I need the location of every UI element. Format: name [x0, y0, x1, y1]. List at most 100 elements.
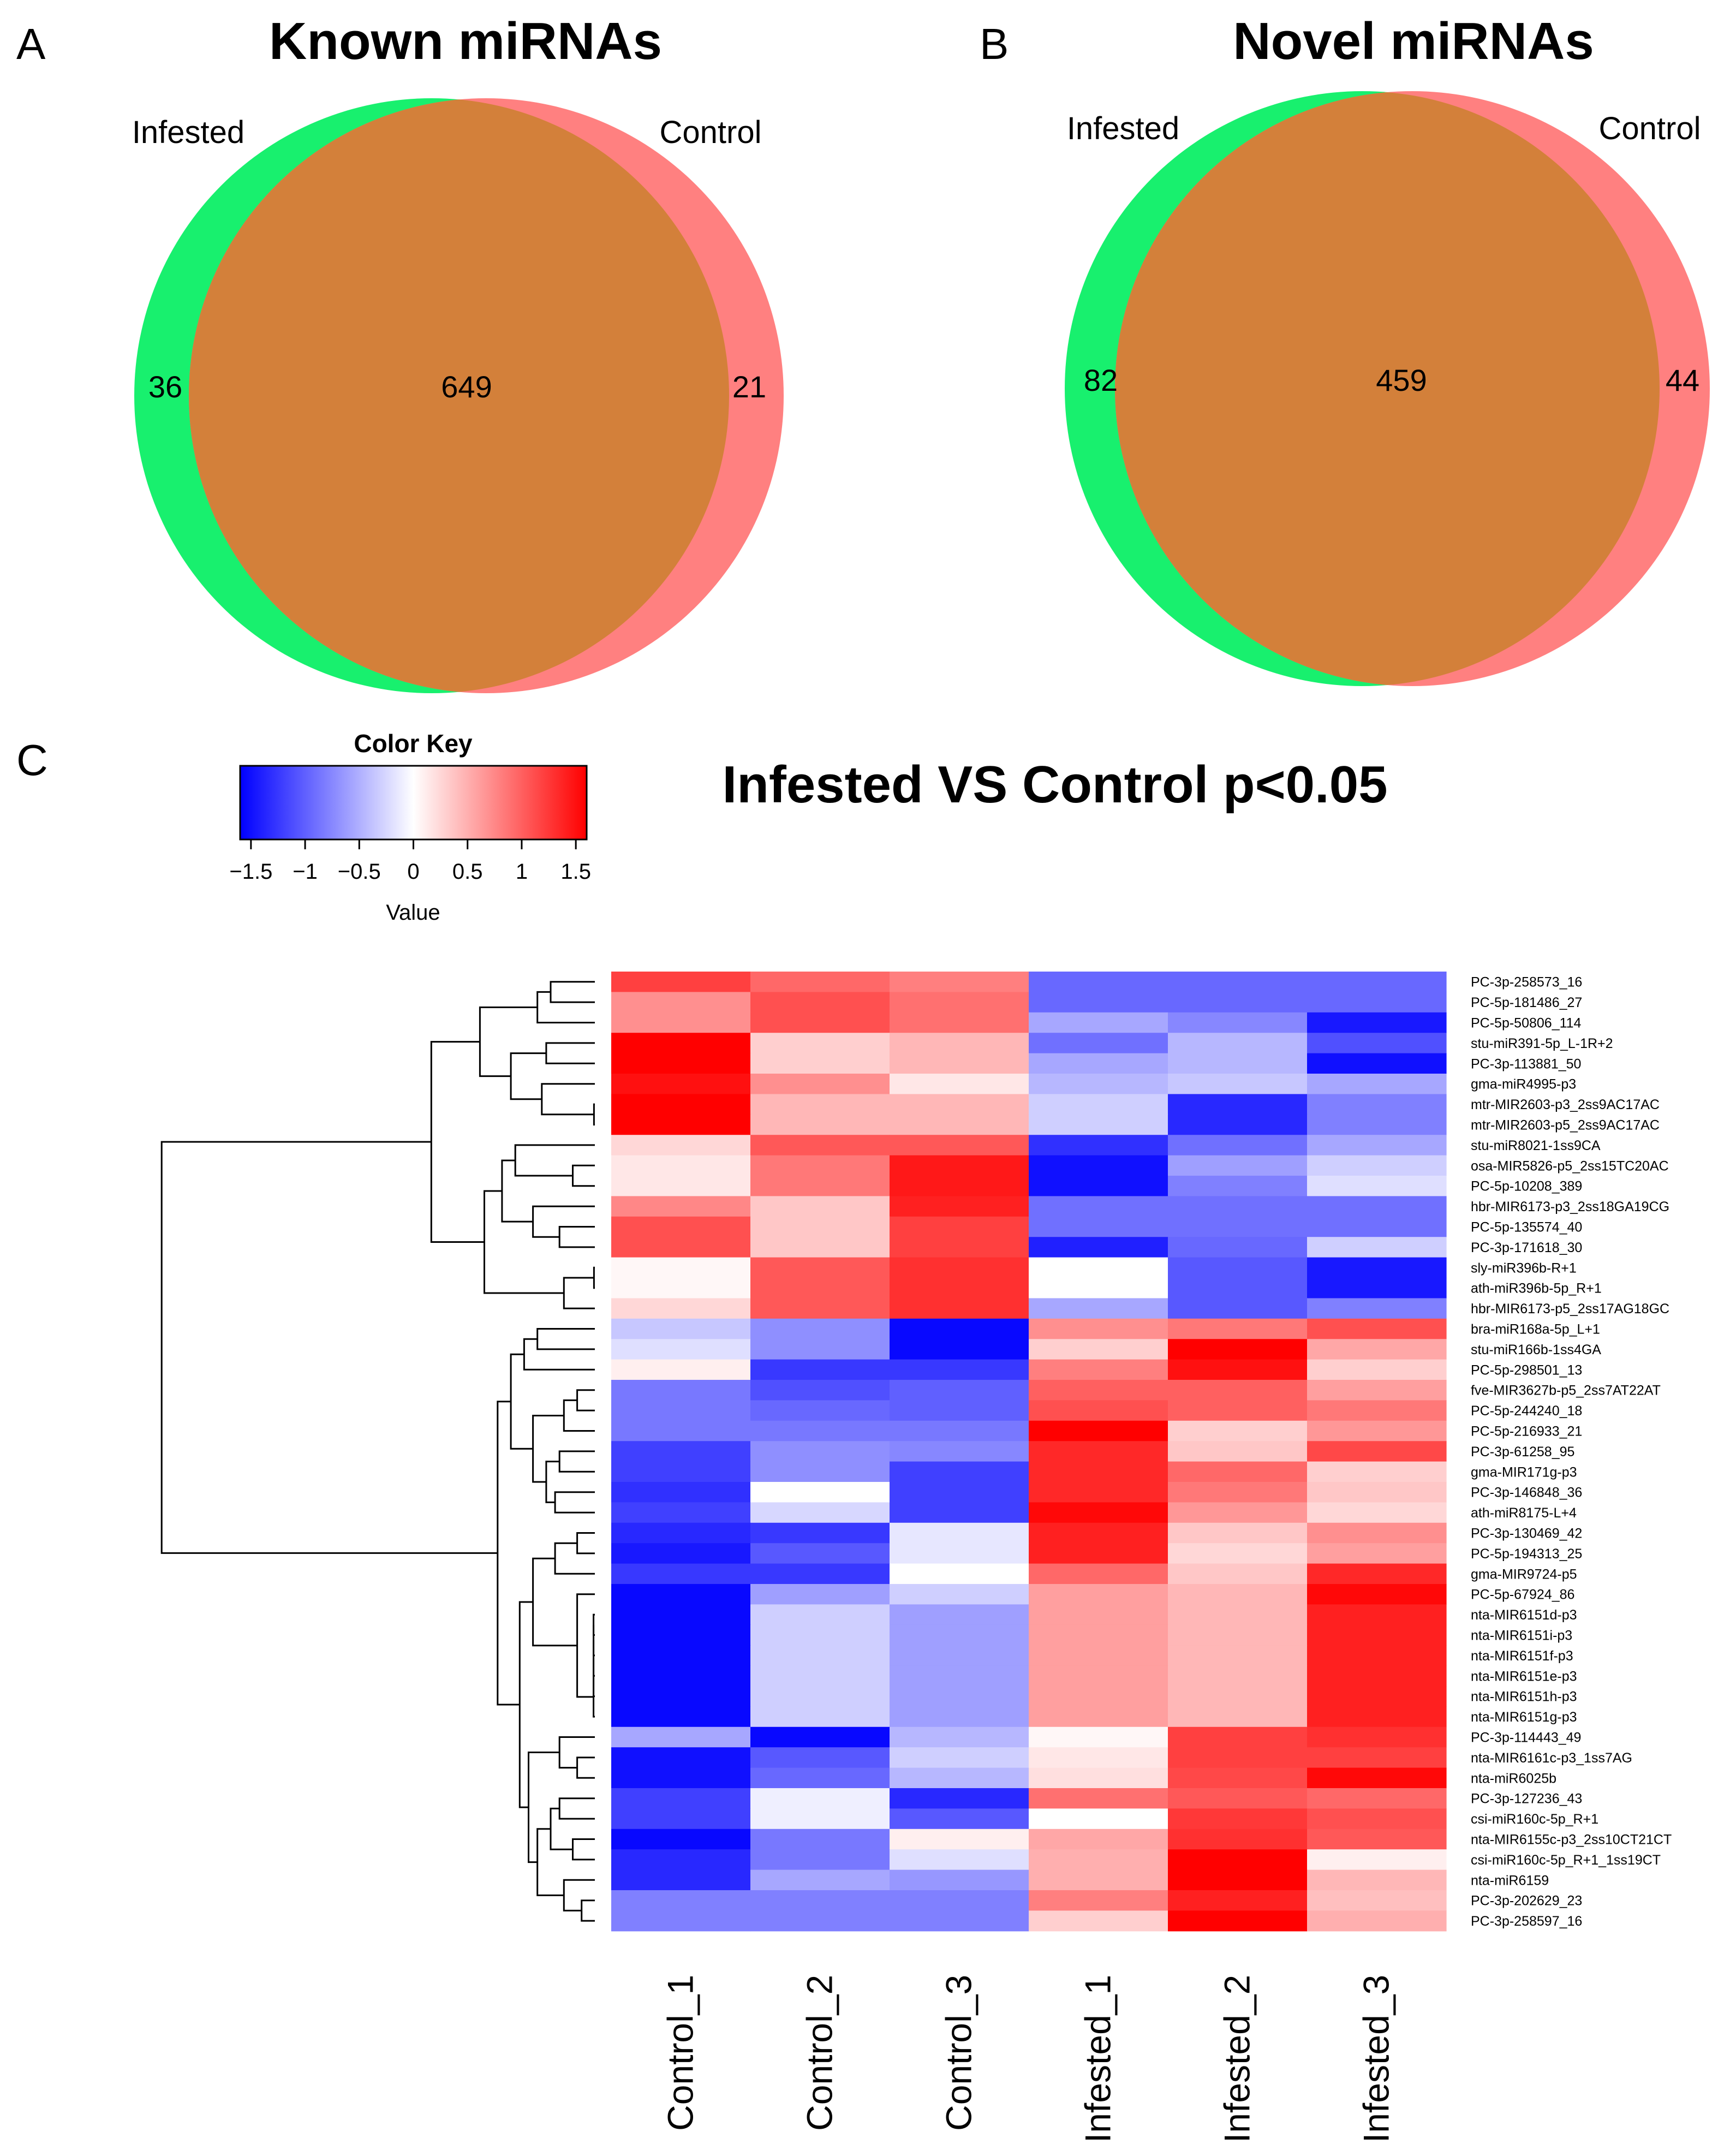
heatmap-cell: [1307, 1747, 1447, 1768]
dendrogram-branch: [510, 1052, 546, 1100]
heatmap-row-label: nta-miR6025b: [1471, 1771, 1556, 1786]
heatmap-cell: [1307, 1196, 1447, 1217]
heatmap-row-label: PC-3p-202629_23: [1471, 1893, 1582, 1909]
heatmap-cell: [1307, 1033, 1447, 1054]
heatmap-cell: [750, 1726, 890, 1748]
heatmap-cell: [890, 992, 1029, 1013]
dendrogram-branch: [593, 1677, 595, 1718]
dendrogram-branch: [523, 1338, 595, 1371]
heatmap-cell: [1307, 1155, 1447, 1176]
venn-overlap-known: [189, 99, 729, 692]
heatmap-cell: [1168, 1135, 1308, 1156]
heatmap-cell: [890, 1033, 1029, 1054]
heatmap-cell: [1029, 1849, 1168, 1871]
heatmap-cell: [750, 1380, 890, 1401]
heatmap-cell: [890, 1012, 1029, 1033]
dendrogram-branch: [593, 1103, 595, 1125]
heatmap-row-label: osa-MIR5826-p5_2ss15TC20AC: [1471, 1158, 1669, 1174]
color-key-tick-label: 0.5: [452, 860, 483, 884]
dendrogram-branch: [563, 1879, 595, 1911]
heatmap-cell: [750, 1441, 890, 1462]
heatmap-cell: [611, 1808, 751, 1830]
heatmap-cell: [611, 1706, 751, 1728]
dendrogram-branch: [576, 1756, 595, 1779]
color-key-tick-label: 1.5: [560, 860, 591, 884]
dendrogram-branch: [572, 1838, 595, 1861]
heatmap-row-label: nta-MIR6151h-p3: [1471, 1689, 1577, 1705]
heatmap-row-label: nta-MIR6155c-p3_2ss10CT21CT: [1471, 1832, 1672, 1848]
dendrogram-branch: [576, 1593, 595, 1698]
heatmap-cell: [1168, 1114, 1308, 1135]
heatmap-cell: [1307, 1257, 1447, 1278]
heatmap-cell: [1307, 1176, 1447, 1196]
heatmap-cell: [750, 1645, 890, 1666]
dendrogram-branch: [536, 991, 595, 1023]
heatmap-cell: [1307, 1645, 1447, 1666]
heatmap-cell: [750, 1053, 890, 1074]
heatmap-row-label: csi-miR160c-5p_R+1: [1471, 1812, 1598, 1827]
heatmap-cell: [1307, 1298, 1447, 1319]
heatmap-cell: [1307, 1624, 1447, 1646]
heatmap-cell: [611, 1033, 751, 1054]
heatmap-cell: [890, 1624, 1029, 1646]
color-key: Color Key −1.5 −1 −0.5 0 0.5 1 1.5 Value: [229, 729, 591, 925]
heatmap-cell: [1307, 1767, 1447, 1789]
heatmap-cell: [1029, 1910, 1168, 1932]
heatmap-cell: [890, 1522, 1029, 1544]
dendrogram-branch: [554, 1542, 595, 1575]
heatmap-cell: [1029, 1380, 1168, 1401]
heatmap-cell: [611, 1645, 751, 1666]
heatmap-cell: [1168, 1216, 1308, 1237]
heatmap-cell: [611, 1380, 751, 1401]
color-key-tick-label: 1: [516, 860, 528, 884]
heatmap-column-label: Control_3: [939, 1975, 979, 2131]
heatmap-cell: [1029, 1686, 1168, 1707]
heatmap-cell: [611, 1563, 751, 1585]
dendrogram-branch: [581, 1899, 595, 1922]
heatmap-row-label: hbr-MIR6173-p5_2ss17AG18GC: [1471, 1301, 1669, 1317]
heatmap-cell: [750, 1114, 890, 1135]
heatmap-cell: [1029, 1420, 1168, 1442]
heatmap-cell: [750, 1808, 890, 1830]
heatmap-cell: [611, 1522, 751, 1544]
venn-novel-mirnas: B Novel miRNAs Infested Control 82 459 4…: [980, 12, 1710, 686]
heatmap-cell: [1307, 972, 1447, 992]
dendrogram-branch: [479, 1006, 538, 1077]
heatmap-cell: [750, 1788, 890, 1809]
heatmap-cell: [750, 1829, 890, 1850]
heatmap-cell: [750, 1257, 890, 1278]
heatmap-row-label: PC-3p-130469_42: [1471, 1526, 1582, 1541]
heatmap-cell: [1307, 1910, 1447, 1932]
color-key-xlabel: Value: [386, 901, 440, 925]
heatmap-cell: [750, 1278, 890, 1299]
heatmap-row-label: gma-MIR9724-p5: [1471, 1567, 1577, 1582]
heatmap-row-label: fve-MIR3627b-p5_2ss7AT22AT: [1471, 1383, 1661, 1398]
heatmap-cell: [611, 1278, 751, 1299]
dendrogram-branch: [563, 1399, 595, 1432]
heatmap-cell: [1029, 1176, 1168, 1196]
heatmap-cell: [890, 1216, 1029, 1237]
heatmap-cell: [611, 1074, 751, 1094]
heatmap-cell: [750, 1074, 890, 1094]
heatmap-cell: [611, 1665, 751, 1687]
heatmap-cell: [890, 1767, 1029, 1789]
heatmap-cell: [750, 1767, 890, 1789]
heatmap-cell: [1168, 1604, 1308, 1625]
heatmap-cell: [1029, 1890, 1168, 1911]
heatmap-column-label: Infested_3: [1356, 1975, 1397, 2143]
dendrogram-branch: [514, 1144, 595, 1177]
dendrogram-branch: [536, 1328, 595, 1350]
heatmap-cell: [1029, 1788, 1168, 1809]
heatmap-cell: [750, 1339, 890, 1360]
heatmap-cell: [1029, 1053, 1168, 1074]
heatmap-cell: [890, 1461, 1029, 1482]
heatmap-row-label: PC-5p-298501_13: [1471, 1362, 1582, 1378]
heatmap-cell: [611, 1298, 751, 1319]
color-key-ticks: −1.5 −1 −0.5 0 0.5 1 1.5: [229, 839, 591, 884]
heatmap-cell: [890, 1482, 1029, 1503]
heatmap-cell: [1307, 1135, 1447, 1156]
heatmap-cell: [750, 1012, 890, 1033]
heatmap-cell: [1168, 1788, 1308, 1809]
heatmap-row-label: PC-5p-10208_389: [1471, 1179, 1582, 1194]
heatmap-row-label: nta-MIR6151f-p3: [1471, 1648, 1573, 1664]
